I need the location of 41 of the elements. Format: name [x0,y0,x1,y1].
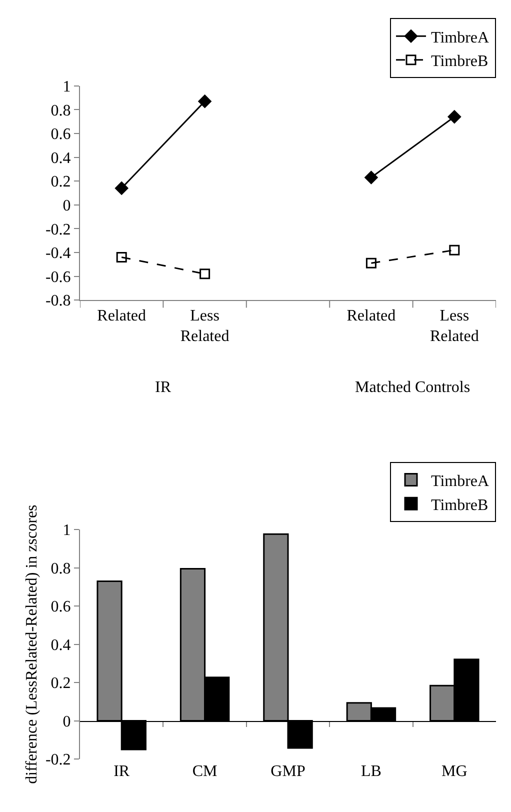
y-tick-label: 0.4 [50,636,71,654]
x-tick-label: MG [442,763,468,780]
y-tick-label: 0.4 [50,150,71,167]
text: Matched Controls [355,379,470,396]
y-tick-label: -0.4 [45,245,71,262]
point [448,110,461,124]
x-tick-label: GMP [270,763,306,780]
point [364,170,378,184]
x-tick-label: Less Related [180,307,230,346]
y-tick-label: 1 [62,78,71,96]
legend-label: TimbreA [431,29,490,46]
x-tick-label: IR [114,763,130,780]
point [198,94,212,108]
y-tick-label: 0.2 [50,174,71,191]
point [366,258,376,268]
x-tick-label: LB [360,763,382,780]
x-tick-label: Less Related [430,307,479,346]
x-tick-label: CM [192,763,218,780]
y-tick-label: 0 [62,713,71,730]
y-tick-label: 0.8 [50,102,71,120]
legend-label: TimbreB [431,53,488,70]
point [116,252,127,262]
y-tick-label: 0.6 [50,126,71,144]
y-tick-label: -0.8 [45,292,71,310]
y-tick-label: 0.6 [50,598,71,616]
point [449,244,460,256]
text: IR [155,379,172,396]
point [115,182,128,195]
legend-label: TimbreB [431,496,488,514]
y-tick-label: -0.2 [45,221,71,238]
point [200,268,210,280]
y-tick-label: -0.2 [45,752,71,769]
y-tick-label: -0.6 [45,268,71,286]
x-tick-label: Related [346,307,396,324]
y-tick-label: 0.2 [50,675,71,692]
y-axis-title: difference (LessRelated-Related) in zscores [23,504,40,784]
legend-label: TimbreA [431,473,490,490]
x-tick-label: Related [97,307,146,324]
y-tick-label: 0 [62,197,71,214]
y-tick-label: 0.8 [50,560,71,578]
y-tick-label: 1 [62,522,71,540]
